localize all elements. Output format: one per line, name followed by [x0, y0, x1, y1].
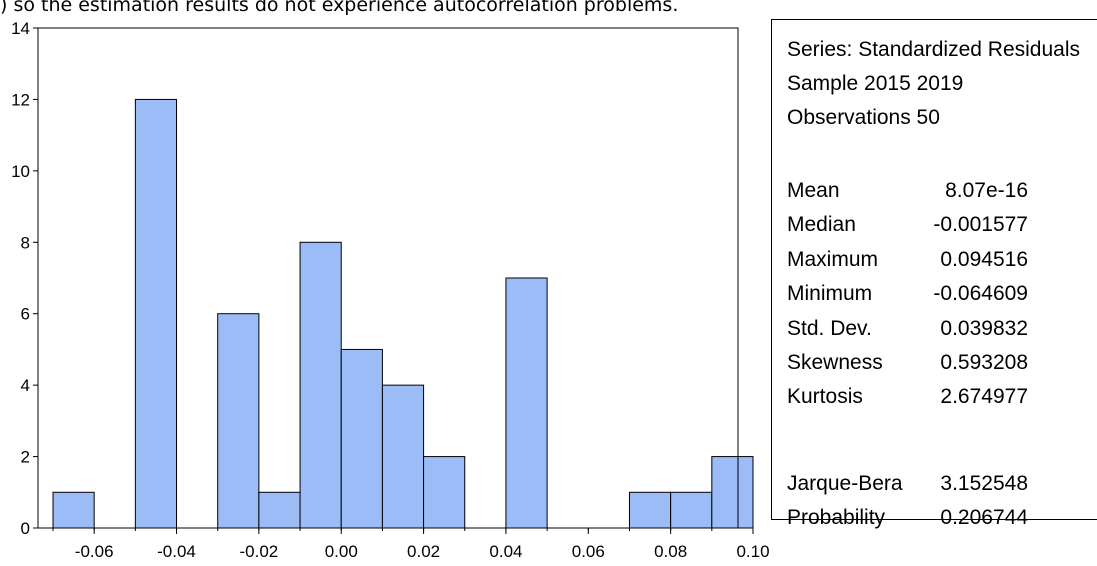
x-tick-label: 0.08 — [654, 542, 687, 561]
stat-value: 2.674977 — [940, 385, 1028, 409]
stat-label: Mean — [787, 179, 840, 202]
histogram-bar — [52, 491, 95, 529]
stat-value: -0.001577 — [933, 213, 1028, 237]
histogram-bar — [299, 241, 342, 529]
histogram-bar — [670, 491, 713, 529]
x-tick-label: -0.02 — [240, 542, 279, 561]
stat-label: Std. Dev. — [787, 316, 872, 340]
stat-value: 0.094516 — [940, 247, 1028, 271]
x-axis: -0.06 -0.04 -0.02 0.00 0.02 0.04 0.06 0.08 0.10 — [52, 528, 770, 561]
x-tick-label: 0.02 — [407, 542, 440, 561]
x-tick-label: 0.06 — [572, 542, 605, 561]
histogram-chart: 0 2 4 6 8 10 12 14 -0.06 -0.04 -0.02 0.00 0.02 0.04 0… — [11, 19, 770, 561]
stat-value: 0.039832 — [940, 316, 1028, 340]
histogram-bar — [628, 491, 672, 529]
stat-value: 8.07e-16 — [945, 179, 1028, 202]
histogram-bar — [258, 491, 301, 529]
stat-label: Jarque-Bera — [787, 472, 903, 495]
y-tick-label: 2 — [21, 448, 30, 467]
x-tick-label: 0.04 — [489, 542, 522, 561]
histogram-bar — [134, 98, 178, 529]
stats-header: Series: Standardized Residuals Sample 20… — [787, 33, 1080, 135]
y-tick-label: 10 — [11, 162, 30, 181]
histogram-bar — [711, 456, 754, 529]
stat-label: Maximum — [787, 247, 879, 271]
y-axis: 0 2 4 6 8 10 12 14 — [11, 19, 38, 538]
x-tick-label: 0.10 — [736, 542, 769, 561]
plot-frame — [37, 27, 739, 529]
stat-value: 3.152548 — [940, 472, 1028, 495]
caption-text: ) so the estimation results do not exper… — [0, 0, 679, 16]
histogram-bar — [423, 456, 466, 529]
y-tick-label: 0 — [21, 519, 30, 538]
stat-label: Probability — [787, 506, 886, 530]
x-tick-label: -0.04 — [157, 542, 196, 561]
y-tick-label: 6 — [21, 305, 30, 324]
histogram-bar — [381, 384, 425, 529]
stat-value: 0.206744 — [940, 506, 1028, 530]
histogram-bar — [217, 313, 260, 529]
y-tick-label: 4 — [21, 376, 30, 395]
sample-range: Sample 2015 2019 — [787, 72, 964, 95]
histogram-bar — [340, 348, 383, 529]
y-tick-label: 8 — [21, 233, 30, 252]
stat-value: -0.064609 — [933, 282, 1028, 306]
x-tick-label: -0.06 — [75, 542, 114, 561]
observations-count: Observations 50 — [787, 106, 940, 129]
stat-label: Skewness — [787, 350, 883, 374]
stat-label: Median — [787, 213, 856, 237]
bars-layer — [52, 98, 754, 529]
stat-label: Minimum — [787, 282, 873, 306]
stat-label: Kurtosis — [787, 385, 863, 409]
series-name: Series: Standardized Residuals — [787, 38, 1080, 61]
x-tick-label: 0.00 — [325, 542, 358, 561]
histogram-bar — [505, 277, 548, 529]
y-tick-label: 14 — [11, 19, 30, 38]
y-tick-label: 12 — [11, 90, 30, 109]
statistics-panel: Series: Standardized Residuals Sample 20… — [771, 19, 1097, 529]
stat-value: 0.593208 — [940, 350, 1028, 374]
